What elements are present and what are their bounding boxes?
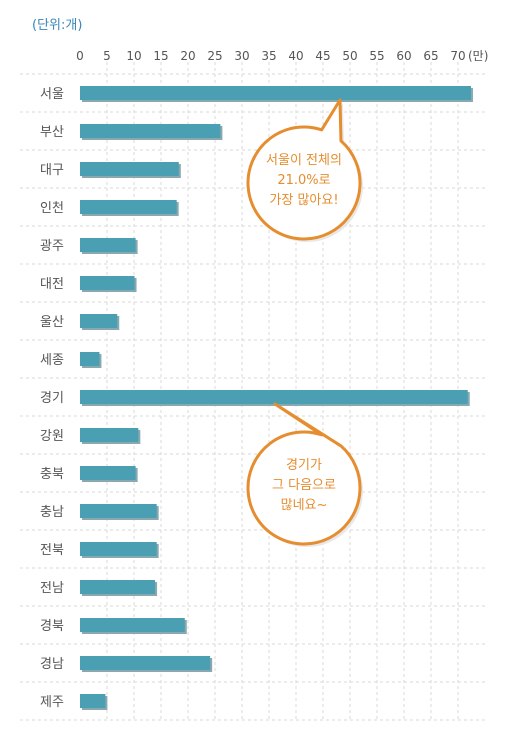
x-tick-label-25: 25 (207, 49, 222, 63)
bar-4 (80, 200, 177, 214)
x-tick-label-30: 30 (234, 49, 249, 63)
annotation-bubble-gyeonggi-outline (246, 402, 362, 546)
category-label-4: 인천 (40, 201, 64, 216)
category-label-2: 부산 (40, 125, 64, 140)
x-tick-label-5: 5 (103, 49, 111, 63)
bar-17 (80, 694, 106, 708)
x-tick-label-15: 15 (153, 49, 168, 63)
x-tick-label-65: 65 (423, 49, 438, 63)
x-tick-label-55: 55 (369, 49, 384, 63)
category-label-17: 제주 (40, 695, 64, 710)
x-tick-label-0: 0 (76, 49, 84, 63)
category-label-11: 충북 (40, 467, 64, 482)
bar-5 (80, 238, 136, 252)
annotation-gyeonggi-line-1: 경기가 (286, 458, 322, 473)
bar-6 (80, 276, 135, 290)
category-label-13: 전북 (40, 543, 64, 558)
annotation-seoul-text: 서울이 전체의 21.0%로 가장 많아요! (244, 151, 364, 211)
bar-12 (80, 504, 157, 518)
category-label-5: 광주 (40, 239, 64, 254)
x-tick-label-45: 45 (315, 49, 330, 63)
category-label-1: 서울 (40, 87, 64, 102)
bar-2 (80, 124, 221, 138)
x-tick-label-60: 60 (396, 49, 411, 63)
bar-11 (80, 466, 136, 480)
category-label-15: 경북 (40, 619, 64, 634)
category-label-6: 대전 (40, 277, 64, 292)
annotation-bubble-seoul (246, 98, 364, 242)
x-tick-label-50: 50 (342, 49, 357, 63)
category-label-16: 경남 (40, 657, 64, 672)
category-label-8: 세종 (40, 353, 64, 368)
category-label-12: 충남 (40, 505, 64, 520)
category-label-9: 경기 (40, 391, 64, 406)
bar-7 (80, 314, 118, 328)
annotation-seoul-line-3: 가장 많아요! (269, 193, 339, 208)
annotation-gyeonggi-line-3: 많네요~ (280, 498, 328, 513)
bar-10 (80, 428, 139, 442)
category-label-7: 울산 (40, 315, 64, 330)
annotation-gyeonggi-line-2: 그 다음으로 (272, 478, 336, 493)
x-tick-label-20: 20 (180, 49, 195, 63)
x-tick-label-70: 70 (450, 49, 465, 63)
x-tick-label-10: 10 (126, 49, 141, 63)
category-label-10: 강원 (40, 429, 64, 444)
x-tick-label-40: 40 (288, 49, 303, 63)
bar-1 (80, 86, 471, 100)
x-unit-suffix: (만) (468, 49, 488, 63)
category-label-14: 전남 (40, 581, 64, 596)
bar-3 (80, 162, 179, 176)
annotation-seoul-line-2: 21.0%로 (277, 173, 331, 188)
bar-14 (80, 580, 156, 594)
bar-13 (80, 542, 157, 556)
annotation-bubble-gyeonggi (246, 402, 364, 548)
bar-16 (80, 656, 211, 670)
annotation-bubble-seoul-outline (246, 98, 362, 241)
category-label-3: 대구 (40, 163, 64, 178)
annotation-gyeonggi-text: 경기가 그 다음으로 많네요~ (244, 456, 364, 516)
bar-9 (80, 390, 468, 404)
bar-15 (80, 618, 185, 632)
bar-8 (80, 352, 100, 366)
x-tick-label-35: 35 (261, 49, 276, 63)
annotation-seoul-line-1: 서울이 전체의 (266, 153, 342, 168)
unit-label: (단위:개) (32, 18, 83, 33)
